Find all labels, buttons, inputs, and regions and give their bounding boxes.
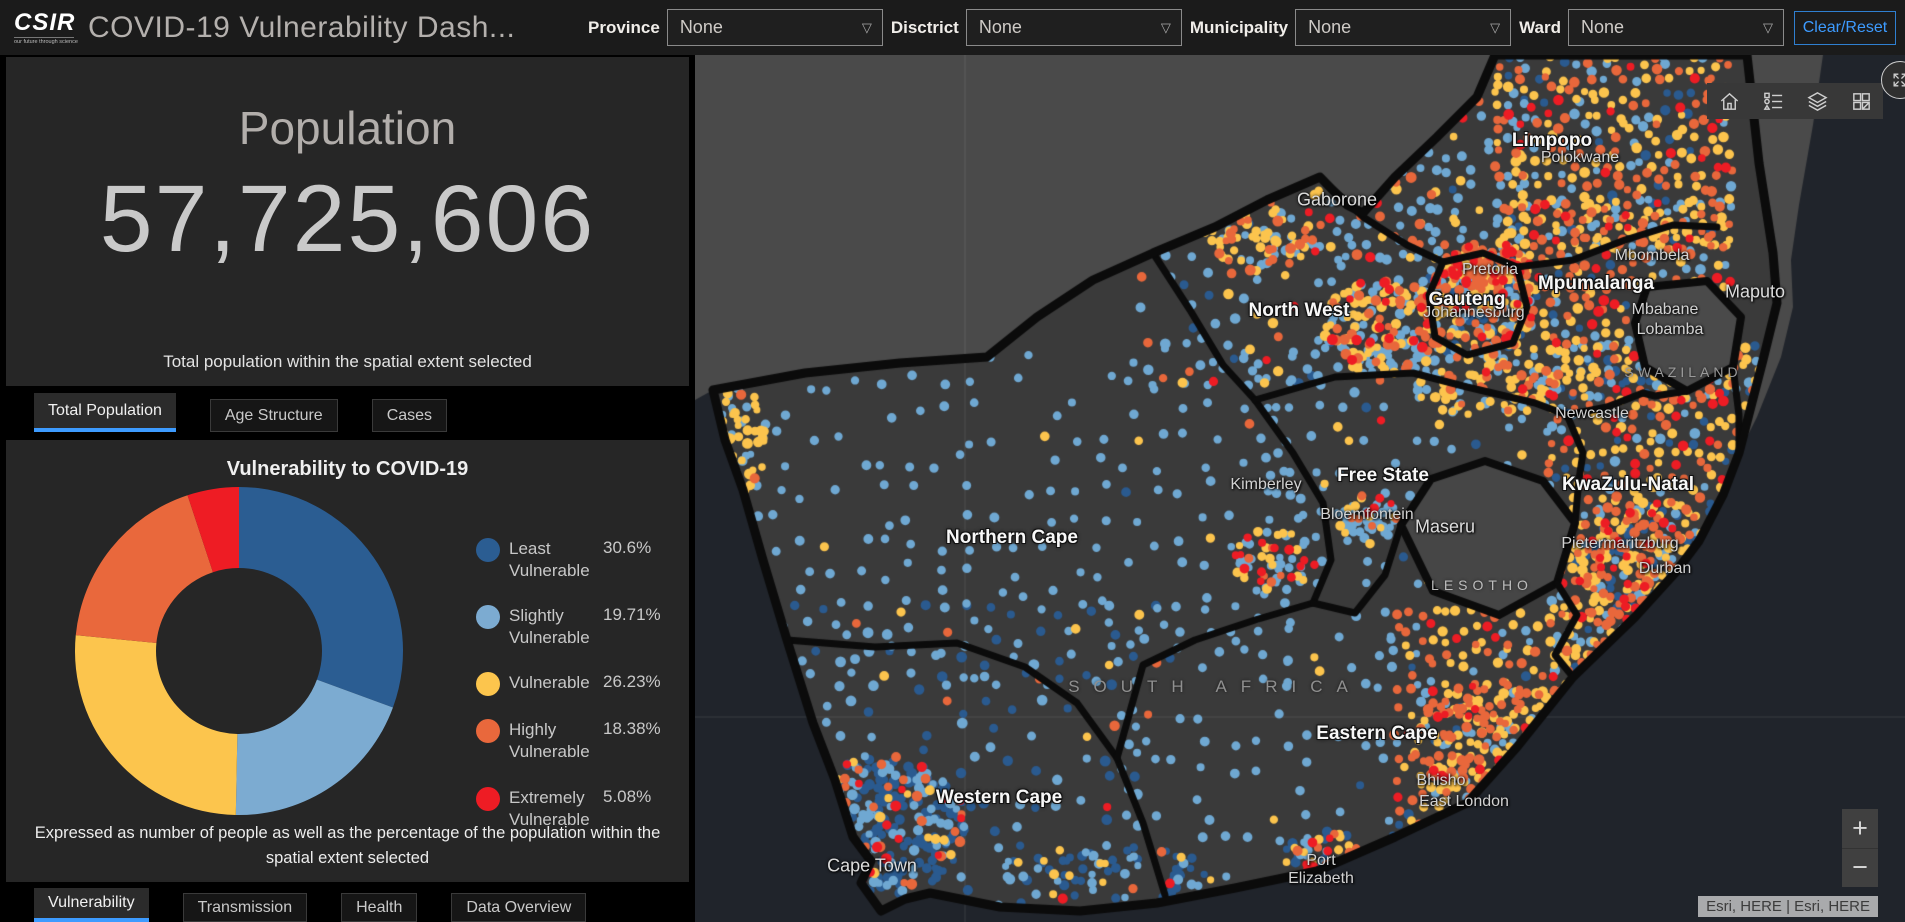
- filter-ward-value: None: [1580, 17, 1624, 37]
- legend-swatch: [476, 538, 500, 562]
- layers-icon: [1806, 91, 1828, 111]
- donut-segment-vulnerable: [75, 635, 238, 815]
- filter-label-ward: Ward: [1519, 17, 1561, 37]
- legend-label: Highly Vulnerable: [509, 720, 590, 762]
- legend-item-slightly-vulnerable: Slightly Vulnerable 19.71%: [476, 605, 661, 649]
- expand-button[interactable]: [1881, 61, 1905, 99]
- legend-icon: [1763, 92, 1782, 110]
- filter-disctrict-value: None: [978, 17, 1022, 37]
- csir-logo: CSIR our future through science: [14, 8, 78, 45]
- tab-data-overview[interactable]: Data Overview: [451, 893, 587, 922]
- home-button[interactable]: [1709, 84, 1749, 118]
- population-tabs: Total Population Age Structure Cases: [6, 391, 689, 432]
- donut-segment-slightly-vulnerable: [235, 679, 393, 815]
- tab-age-structure[interactable]: Age Structure: [209, 399, 338, 432]
- legend-label: Vulnerable: [509, 673, 590, 693]
- map-canvas[interactable]: [695, 55, 1905, 922]
- map-panel[interactable]: Gaborone Polokwane Pretoria Johannesburg Mbo…: [695, 55, 1905, 922]
- tab-cases[interactable]: Cases: [371, 399, 448, 432]
- chart-title: Vulnerability to COVID-19: [226, 458, 469, 480]
- legend-item-extremely-vulnerable: Extremely Vulnerable 5.08%: [476, 786, 661, 831]
- layers-button[interactable]: [1797, 84, 1837, 118]
- page-title: COVID-19 Vulnerability Dash...: [88, 10, 516, 44]
- filter-province-dropdown[interactable]: None ▽: [666, 9, 883, 46]
- chevron-down-icon: ▽: [1490, 19, 1501, 35]
- chart-legend: Least Vulnerable 30.6% Slightly Vulnerable…: [476, 538, 661, 831]
- tab-health[interactable]: Health: [341, 893, 418, 922]
- population-value: 57,725,606: [99, 166, 596, 272]
- donut-segment-least-vulnerable: [239, 487, 404, 708]
- legend-value: 5.08%: [603, 786, 652, 806]
- legend-swatch: [476, 786, 500, 811]
- tab-transmission[interactable]: Transmission: [182, 893, 308, 922]
- legend-label: Least Vulnerable: [509, 539, 590, 581]
- legend-label: Extremely Vulnerable: [509, 787, 590, 829]
- population-caption: Total population within the spatial exte…: [163, 352, 532, 371]
- expand-icon: [1893, 73, 1905, 87]
- legend-swatch: [476, 719, 500, 744]
- donut-segment-extremely-vulnerable: [187, 487, 239, 573]
- basemap-icon: [1852, 92, 1870, 110]
- home-icon: [1720, 92, 1738, 110]
- legend-swatch: [476, 672, 500, 697]
- filter-municipality-dropdown[interactable]: None ▽: [1295, 9, 1512, 46]
- tab-vulnerability[interactable]: Vulnerability: [34, 888, 149, 922]
- tab-total-population[interactable]: Total Population: [34, 393, 176, 432]
- csir-logo-text: CSIR: [14, 8, 76, 36]
- legend-value: 30.6%: [603, 538, 652, 557]
- chevron-down-icon: ▽: [861, 19, 872, 35]
- clear-reset-button[interactable]: Clear/Reset: [1793, 10, 1896, 45]
- map-attribution: Esri, HERE | Esri, HERE: [1698, 896, 1878, 917]
- chevron-down-icon: ▽: [1160, 19, 1171, 35]
- zoom-out-button[interactable]: −: [1842, 849, 1878, 888]
- map-toolbar: [1707, 83, 1883, 119]
- vulnerability-chart-panel: Vulnerability to COVID-19 Least Vulnerab…: [6, 440, 689, 882]
- filter-label-province: Province: [588, 17, 660, 37]
- legend-value: 18.38%: [603, 719, 661, 739]
- legend-value: 26.23%: [603, 672, 661, 692]
- chevron-down-icon: ▽: [1762, 19, 1773, 35]
- legend-item-least-vulnerable: Least Vulnerable 30.6%: [476, 538, 661, 582]
- header: CSIR our future through science COVID-19…: [0, 0, 1905, 55]
- zoom-in-button[interactable]: +: [1842, 809, 1878, 849]
- legend-button[interactable]: [1753, 84, 1793, 118]
- donut-segment-highly-vulnerable: [75, 495, 213, 643]
- zoom-control: + −: [1842, 809, 1878, 887]
- filter-municipality-value: None: [1308, 17, 1352, 37]
- population-panel: Population 57,725,606 Total population w…: [6, 57, 689, 386]
- basemap-button[interactable]: [1841, 84, 1881, 118]
- legend-item-vulnerable: Vulnerable 26.23%: [476, 672, 661, 697]
- filter-bar: Province None ▽ Disctrict None ▽ Municipality N…: [580, 9, 1784, 46]
- filter-ward-dropdown[interactable]: None ▽: [1567, 9, 1784, 46]
- filter-disctrict-dropdown[interactable]: None ▽: [965, 9, 1182, 46]
- legend-label: Slightly Vulnerable: [509, 606, 590, 648]
- csir-logo-tagline: our future through science: [14, 36, 78, 45]
- filter-province-value: None: [679, 17, 723, 37]
- legend-value: 19.71%: [603, 605, 661, 625]
- vulnerability-donut-chart: [75, 487, 404, 815]
- legend-swatch: [476, 605, 500, 630]
- legend-item-highly-vulnerable: Highly Vulnerable 18.38%: [476, 719, 661, 763]
- chart-caption: Expressed as number of people as well as…: [34, 823, 661, 868]
- dashboard-tabs: Vulnerability Transmission Health Data Over…: [6, 887, 689, 922]
- left-panel: Population 57,725,606 Total population w…: [6, 57, 689, 922]
- filter-label-municipality: Municipality: [1189, 17, 1289, 37]
- population-title: Population: [238, 102, 457, 154]
- filter-label-disctrict: Disctrict: [890, 17, 959, 37]
